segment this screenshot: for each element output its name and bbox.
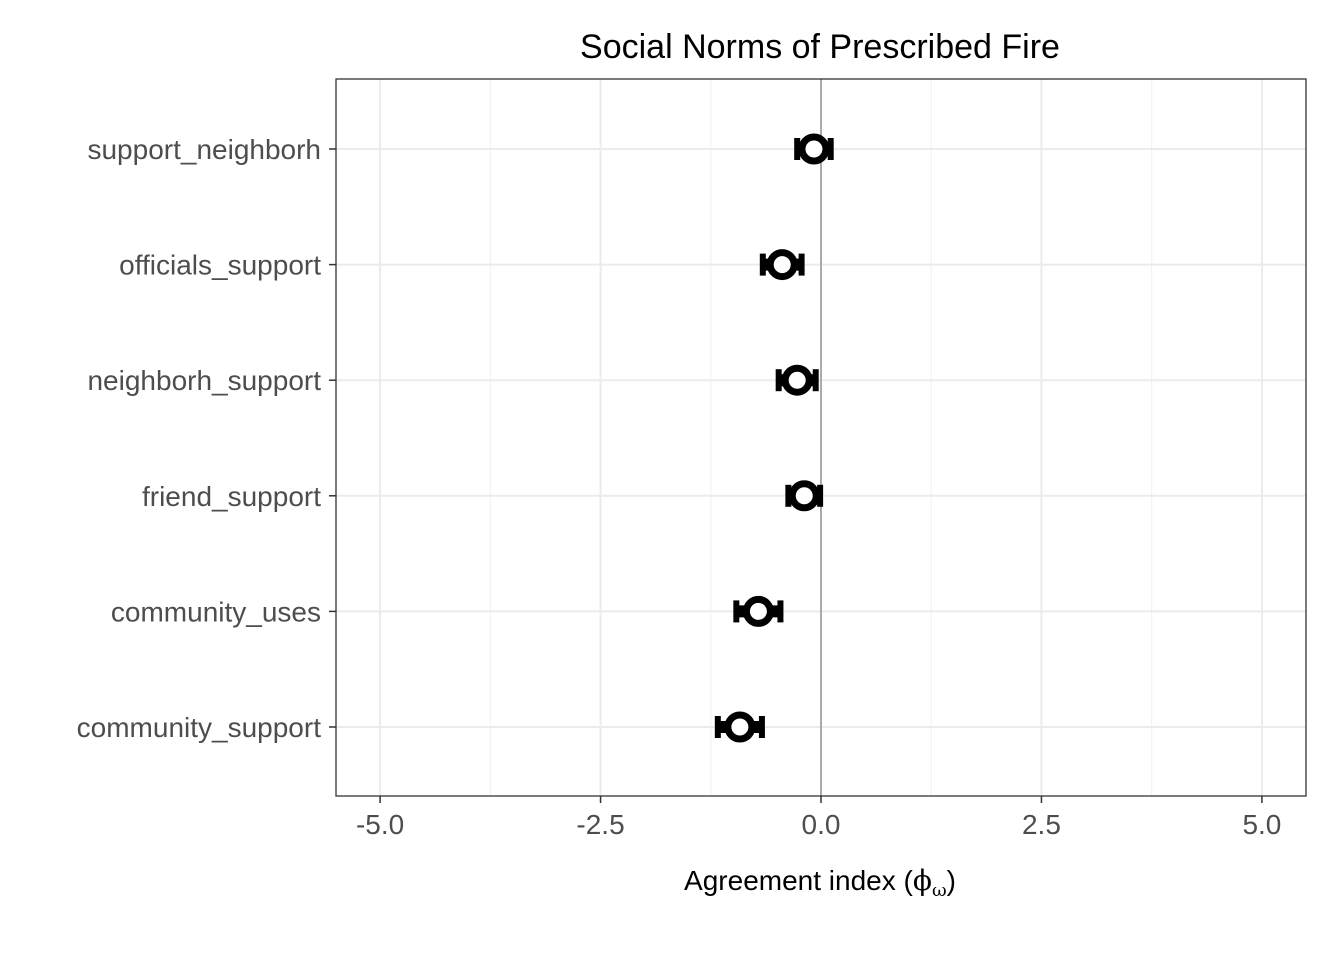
y-tick-label: community_uses <box>111 596 321 627</box>
chart-title: Social Norms of Prescribed Fire <box>580 28 1060 66</box>
data-point <box>724 711 756 743</box>
data-point <box>788 480 820 512</box>
y-tick-label: friend_support <box>142 481 321 512</box>
x-tick-label: -5.0 <box>356 809 404 840</box>
y-tick-label: neighborh_support <box>87 365 321 396</box>
data-point <box>781 364 813 396</box>
data-point <box>766 249 798 281</box>
x-tick-label: 5.0 <box>1242 809 1281 840</box>
x-axis-title: Agreement index (ϕω) <box>684 864 956 901</box>
axes-layer: -5.0 -2.5 0.0 2.5 5.0 community_support commun… <box>77 134 1282 840</box>
data-point <box>798 133 830 165</box>
y-tick-label: support_neighborh <box>87 134 321 165</box>
x-tick-label: 0.0 <box>802 809 841 840</box>
y-tick-label: community_support <box>77 712 322 743</box>
x-tick-label: -2.5 <box>576 809 624 840</box>
x-tick-label: 2.5 <box>1022 809 1061 840</box>
data-point <box>742 595 774 627</box>
marks-layer <box>714 133 834 743</box>
y-tick-label: officials_support <box>119 250 321 281</box>
